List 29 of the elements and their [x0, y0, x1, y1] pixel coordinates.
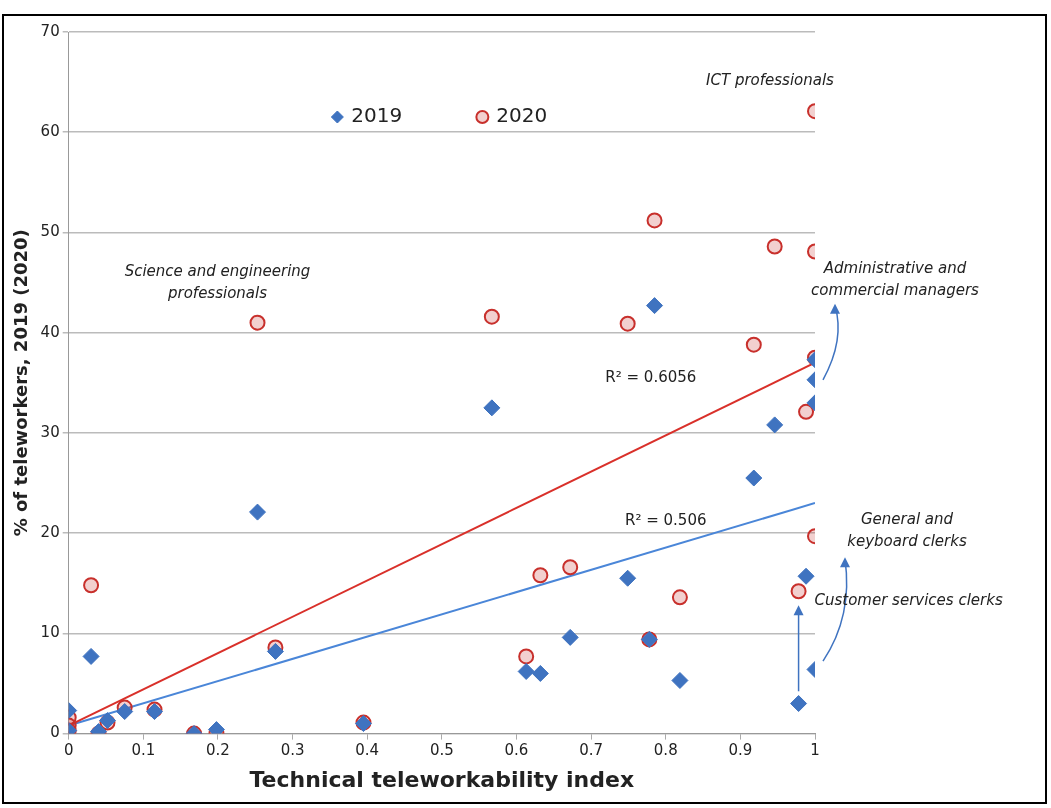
y-tick-label: 30	[40, 422, 60, 441]
y-tick-label: 20	[40, 523, 60, 542]
x-tick-label: 1	[810, 741, 820, 760]
annotation: General and keyboard clerks	[847, 510, 967, 551]
x-tick-label: 0.7	[579, 741, 604, 760]
x-tick-label: 0.5	[429, 741, 454, 760]
annotation: R² = 0.506	[625, 511, 707, 530]
legend-label: 2020	[496, 103, 548, 128]
y-tick-label: 40	[40, 322, 60, 341]
y-tick-label: 50	[40, 222, 60, 241]
annotation: Science and engineering professionals	[124, 261, 311, 302]
annotation: ICT professionals	[706, 71, 835, 90]
legend-label: 2019	[351, 103, 403, 128]
x-tick-label: 0.6	[504, 741, 529, 760]
x-tick-label: 0.8	[653, 741, 678, 760]
x-tick-label: 0.4	[355, 741, 380, 760]
annotation: Administrative and commercial managers	[811, 258, 980, 299]
y-tick-label: 70	[40, 21, 60, 40]
y-tick-label: 10	[40, 623, 60, 642]
x-axis-title: Technical teleworkability index	[249, 766, 635, 792]
x-tick-label: 0.9	[728, 741, 753, 760]
x-tick-label: 0.3	[280, 741, 305, 760]
x-tick-label: 0.1	[131, 741, 156, 760]
x-tick-label: 0.2	[206, 741, 230, 760]
y-tick-label: 60	[40, 122, 60, 141]
y-axis-title: % of teleworkers, 2019 (2020)	[10, 229, 32, 537]
annotation: R² = 0.6056	[605, 367, 697, 386]
y-tick-label: 0	[50, 723, 60, 742]
x-tick-label: 0	[63, 741, 74, 760]
